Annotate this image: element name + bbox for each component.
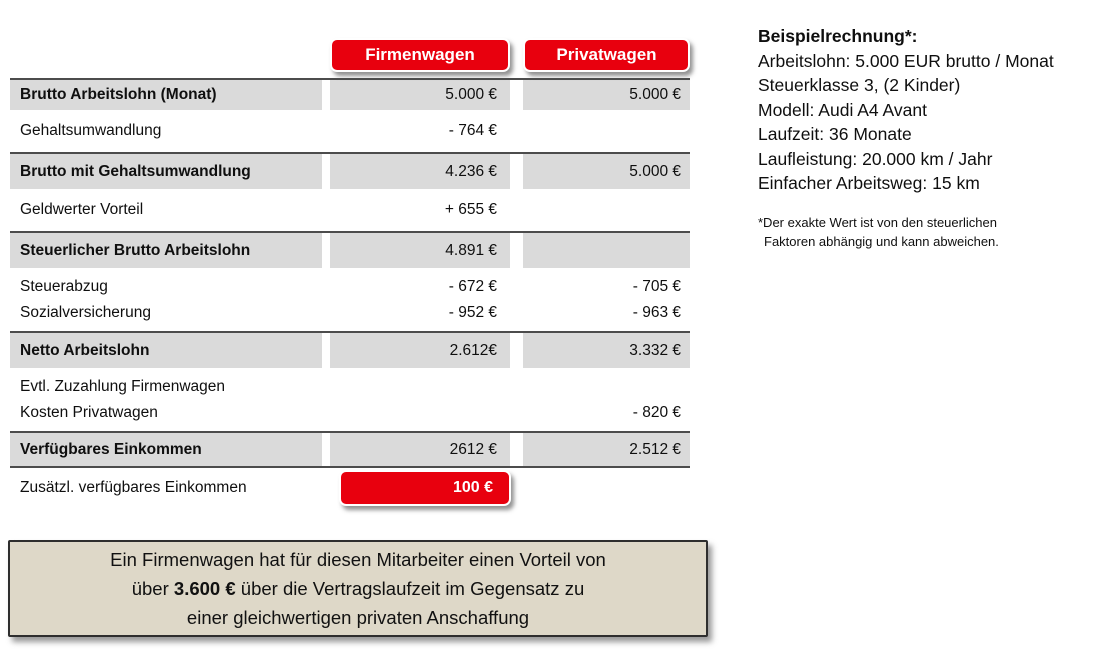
row-label-line2: Sozialversicherung bbox=[20, 303, 151, 321]
row-label: Evtl. Zuzahlung Firmenwagen Kosten Priva… bbox=[10, 368, 322, 431]
cell-privatwagen: 5.000 € bbox=[523, 80, 690, 110]
summary-line1: Ein Firmenwagen hat für diesen Mitarbeit… bbox=[110, 549, 606, 570]
table-row: Evtl. Zuzahlung Firmenwagen Kosten Priva… bbox=[10, 368, 690, 431]
table-row: Brutto Arbeitslohn (Monat) 5.000 € 5.000… bbox=[10, 78, 690, 110]
table-row: Zusätzl. verfügbares Einkommen 100 € bbox=[10, 468, 690, 508]
column-gap bbox=[510, 110, 523, 152]
row-label: Brutto Arbeitslohn (Monat) bbox=[10, 80, 322, 110]
panel-footnote: *Der exakte Wert ist von den steuerliche… bbox=[758, 213, 1114, 251]
cell-firmenwagen: - 672 € - 952 € bbox=[330, 268, 510, 331]
table-row: Geldwerter Vorteil + 655 € bbox=[10, 189, 690, 231]
cell-firmenwagen bbox=[330, 368, 510, 431]
column-gap bbox=[322, 433, 330, 466]
table-row: Gehaltsumwandlung - 764 € bbox=[10, 110, 690, 152]
summary-line3: einer gleichwertigen privaten Anschaffun… bbox=[186, 607, 530, 628]
cell-privatwagen: - 705 € - 963 € bbox=[523, 268, 690, 331]
cell-privatwagen bbox=[523, 189, 690, 231]
cell-firmenwagen: 4.236 € bbox=[330, 154, 510, 189]
summary-line2: über 3.600 € über die Vertragslaufzeit i… bbox=[131, 578, 585, 599]
row-label: Brutto mit Gehaltsumwandlung bbox=[10, 154, 322, 189]
panel-title: Beispielrechnung*: bbox=[758, 26, 918, 46]
panel-line-modell: Modell: Audi A4 Avant bbox=[758, 99, 927, 120]
cell-privatwagen: 3.332 € bbox=[523, 333, 690, 368]
cell-firmenwagen: 2612 € bbox=[330, 433, 510, 466]
cell-privatwagen bbox=[523, 233, 690, 268]
column-gap bbox=[322, 189, 330, 231]
row-label: Netto Arbeitslohn bbox=[10, 333, 322, 368]
column-gap bbox=[510, 368, 523, 431]
summary-box: Ein Firmenwagen hat für diesen Mitarbeit… bbox=[8, 540, 708, 637]
row-label: Steuerlicher Brutto Arbeitslohn bbox=[10, 233, 322, 268]
row-label: Geldwerter Vorteil bbox=[20, 201, 144, 218]
table-header: Firmenwagen Privatwagen bbox=[10, 38, 690, 78]
panel-line-arbeitsweg: Einfacher Arbeitsweg: 15 km bbox=[758, 173, 980, 193]
cell-value-line2: - 963 € bbox=[632, 303, 681, 321]
column-gap bbox=[510, 233, 523, 268]
row-label-line1: Steuerabzug bbox=[20, 277, 108, 295]
panel-line-arbeitslohn: Arbeitslohn: 5.000 EUR brutto / Monat bbox=[758, 50, 1054, 71]
footnote-line2: Faktoren abhängig und kann abweichen. bbox=[764, 233, 999, 249]
panel-line-laufzeit: Laufzeit: 36 Monate bbox=[758, 124, 912, 144]
column-gap bbox=[510, 433, 523, 466]
table-row: Brutto mit Gehaltsumwandlung 4.236 € 5.0… bbox=[10, 152, 690, 189]
row-label-line2: Kosten Privatwagen bbox=[20, 403, 158, 421]
column-gap bbox=[510, 468, 523, 508]
column-gap bbox=[322, 368, 330, 431]
column-gap bbox=[510, 154, 523, 189]
highlight-value-badge: 100 € bbox=[339, 470, 511, 506]
cell-privatwagen: - 820 € bbox=[523, 368, 690, 431]
row-label: Zusätzl. verfügbares Einkommen bbox=[20, 479, 247, 496]
cell-firmenwagen: 4.891 € bbox=[330, 233, 510, 268]
cell-value-line1: - 705 € bbox=[632, 277, 681, 295]
cell-firmenwagen: 2.612€ bbox=[330, 333, 510, 368]
panel-line-laufleistung: Laufleistung: 20.000 km / Jahr bbox=[758, 148, 993, 169]
table-row: Steuerlicher Brutto Arbeitslohn 4.891 € bbox=[10, 231, 690, 268]
cell-value-line2: - 820 € bbox=[632, 403, 681, 421]
table-row: Netto Arbeitslohn 2.612€ 3.332 € bbox=[10, 331, 690, 368]
footnote-line1: *Der exakte Wert ist von den steuerliche… bbox=[758, 214, 997, 230]
cell-privatwagen: 2.512 € bbox=[523, 433, 690, 466]
cell-privatwagen bbox=[523, 110, 690, 152]
summary-highlight-amount: 3.600 € bbox=[173, 578, 236, 599]
cell-value-line1: - 672 € bbox=[448, 277, 497, 295]
panel-line-steuerklasse: Steuerklasse 3, (2 Kinder) bbox=[758, 75, 961, 95]
column-gap bbox=[510, 80, 523, 110]
column-gap bbox=[322, 468, 330, 508]
column-header-firmenwagen[interactable]: Firmenwagen bbox=[330, 38, 510, 72]
cell-value-line2: - 952 € bbox=[448, 303, 497, 321]
table-row: Verfügbares Einkommen 2612 € 2.512 € bbox=[10, 431, 690, 468]
column-gap bbox=[510, 268, 523, 331]
example-calculation-panel: Beispielrechnung*: Arbeitslohn: 5.000 EU… bbox=[758, 24, 1114, 251]
comparison-table: Firmenwagen Privatwagen Brutto Arbeitslo… bbox=[10, 38, 690, 508]
column-gap bbox=[322, 154, 330, 189]
table-row: Steuerabzug Sozialversicherung - 672 € -… bbox=[10, 268, 690, 331]
cell-firmenwagen: 5.000 € bbox=[330, 80, 510, 110]
row-label: Gehaltsumwandlung bbox=[20, 122, 162, 139]
column-gap bbox=[322, 333, 330, 368]
cell-firmenwagen: 100 € bbox=[330, 468, 511, 508]
column-gap bbox=[322, 268, 330, 331]
column-gap bbox=[510, 189, 523, 231]
cell-firmenwagen: - 764 € bbox=[448, 122, 497, 139]
row-label-line1: Evtl. Zuzahlung Firmenwagen bbox=[20, 377, 226, 395]
column-gap bbox=[322, 80, 330, 110]
column-gap bbox=[322, 110, 330, 152]
row-label: Steuerabzug Sozialversicherung bbox=[10, 268, 322, 331]
column-header-privatwagen[interactable]: Privatwagen bbox=[523, 38, 690, 72]
cell-firmenwagen: + 655 € bbox=[444, 201, 497, 218]
row-label: Verfügbares Einkommen bbox=[10, 433, 322, 466]
column-gap bbox=[510, 333, 523, 368]
cell-privatwagen bbox=[523, 468, 690, 508]
cell-privatwagen: 5.000 € bbox=[523, 154, 690, 189]
column-gap bbox=[322, 233, 330, 268]
